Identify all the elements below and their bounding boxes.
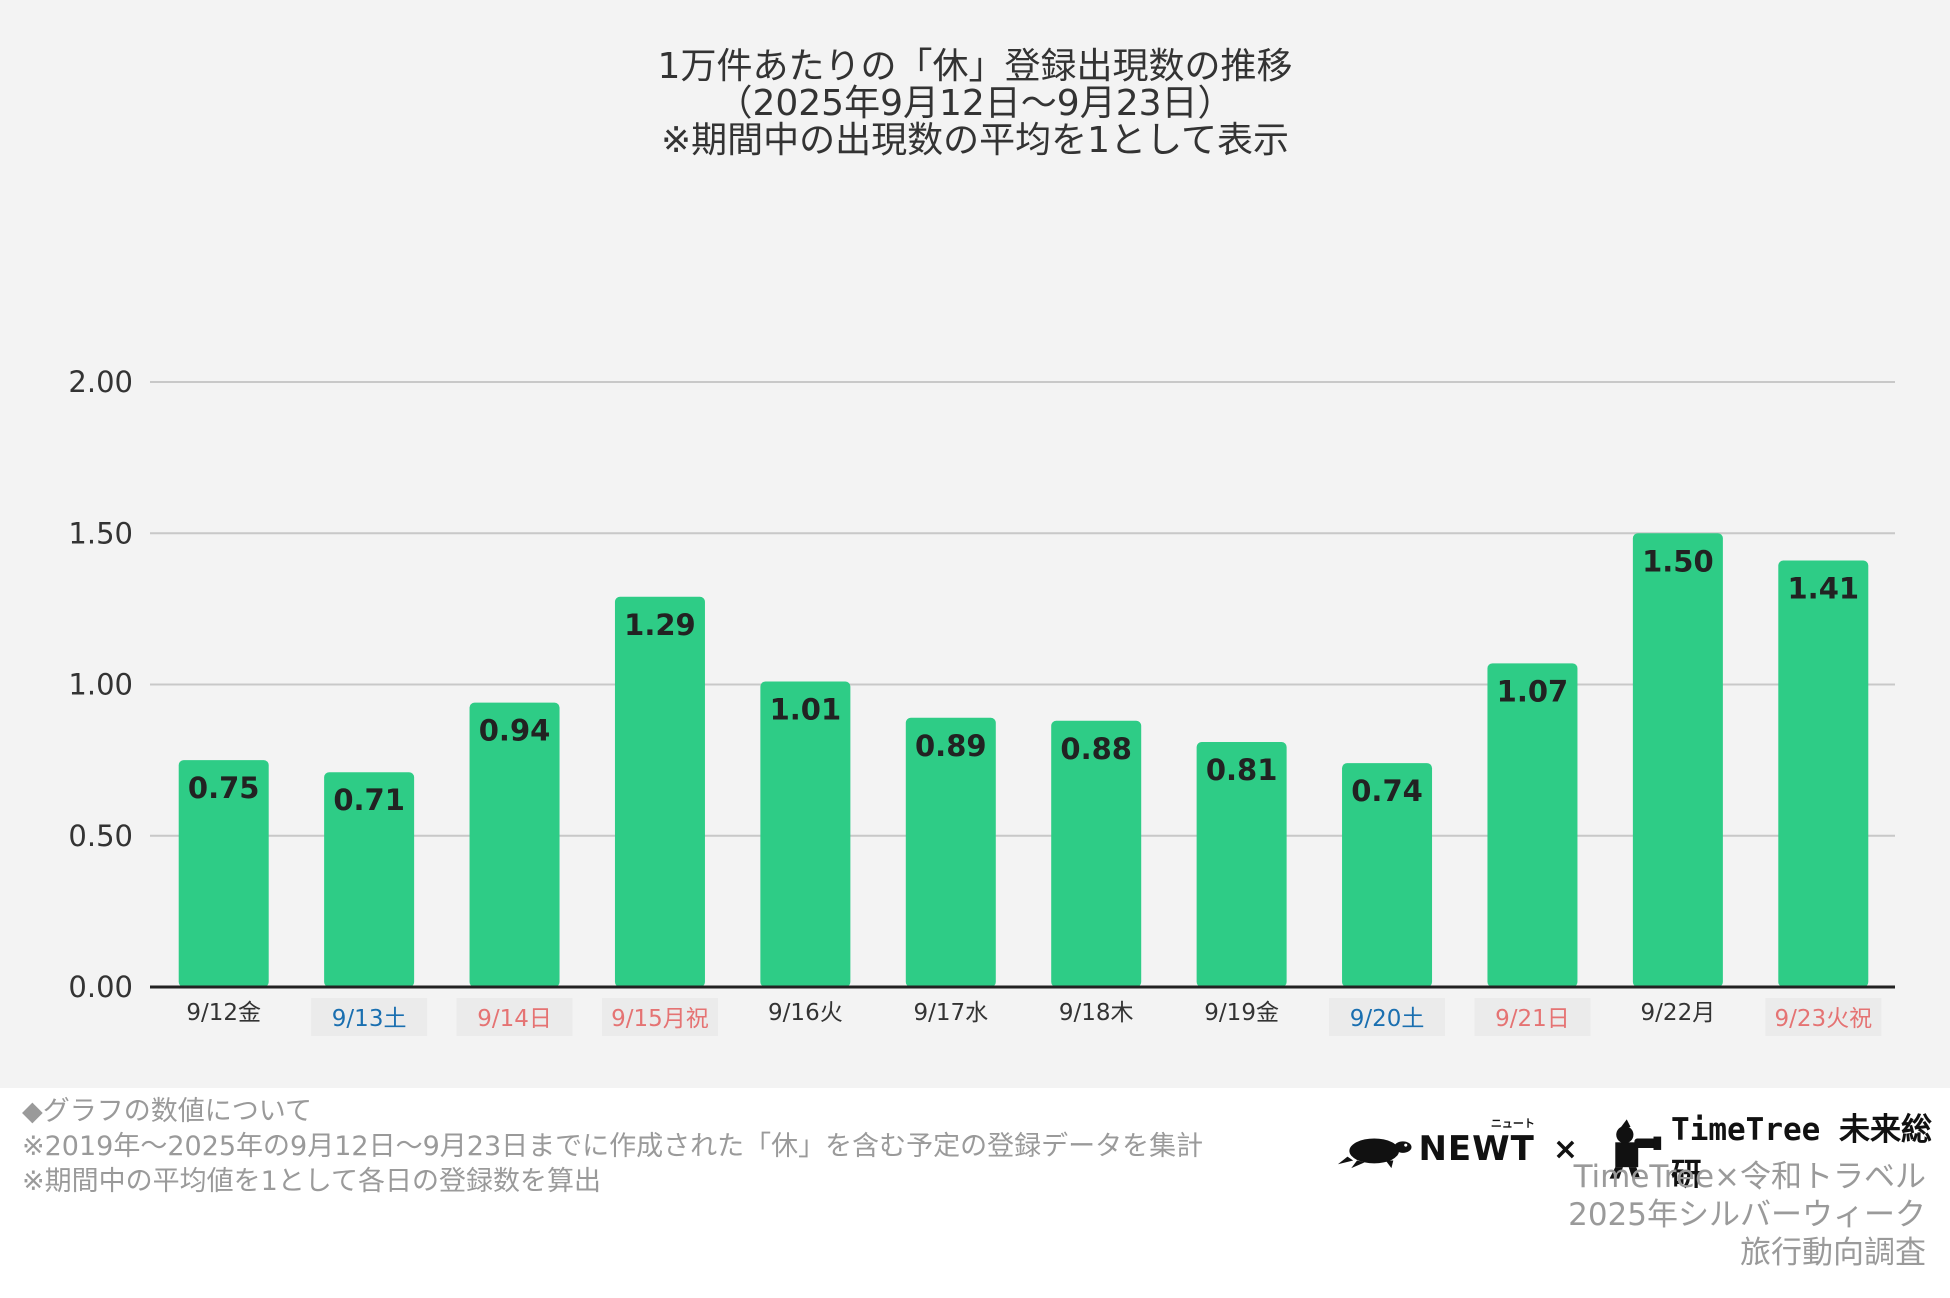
credit-line-2: 2025年シルバーウィーク (1568, 1197, 1926, 1233)
title-line-1: 1万件あたりの「休」登録出現数の推移 (657, 46, 1293, 87)
title-line-3: ※期間中の出現数の平均を1として表示 (661, 120, 1289, 161)
bar-value-label: 0.81 (1206, 753, 1278, 787)
y-tick-label: 0.50 (68, 819, 133, 853)
newt-small-label: ニュート (1490, 1117, 1535, 1130)
bar (905, 717, 996, 987)
x-tick-highlight (1765, 998, 1882, 1036)
x-tick-label: 9/20土 (1350, 1006, 1425, 1032)
bar (1051, 720, 1142, 987)
chart-title: 1万件あたりの「休」登録出現数の推移 （2025年9月12日〜9月23日） ※期… (0, 48, 1950, 159)
bar (1342, 763, 1433, 987)
bar (178, 760, 269, 987)
bar-value-label: 1.07 (1497, 674, 1569, 708)
credit-line-1: TimeTree×令和トラベル (1573, 1159, 1926, 1195)
logo-row: ニュート NEWT × TimeTree 未来総研 (1336, 1104, 1950, 1194)
bar (469, 702, 560, 987)
footnote-heading: ◆グラフの数値について (22, 1096, 312, 1127)
x-tick-label: 9/15月祝 (611, 1006, 709, 1032)
bar (1196, 741, 1287, 987)
bar-value-label: 0.94 (479, 714, 551, 748)
bar (1487, 663, 1578, 987)
footnote-line-2: ※期間中の平均値を1として各日の登録数を算出 (22, 1166, 601, 1197)
bar-value-label: 0.88 (1060, 732, 1132, 766)
bar-value-label: 0.71 (333, 783, 405, 817)
bar (614, 596, 705, 987)
bar (1778, 560, 1869, 987)
bar-chart: 0.00 0.50 1.00 1.50 2.00 0.75 9/12金 0.71 9/13土 0.… (68, 365, 1895, 1036)
x-tick-label: 9/19金 (1204, 1000, 1279, 1026)
turtle-icon (1337, 1138, 1412, 1169)
x-tick-label: 9/16火 (768, 1000, 843, 1026)
newt-label: NEWT (1418, 1129, 1535, 1169)
x-tick-label: 9/21日 (1495, 1006, 1570, 1032)
footnote: ◆グラフの数値について ※2019年〜2025年の9月12日〜9月23日までに作成… (22, 1094, 1203, 1199)
x-tick-label: 9/12金 (186, 1000, 261, 1026)
footnote-line-1: ※2019年〜2025年の9月12日〜9月23日までに作成された「休」を含む予定… (22, 1131, 1204, 1162)
x-tick-label: 9/22月 (1641, 1000, 1716, 1026)
y-tick-label: 1.00 (68, 668, 133, 702)
x-tick-highlight (311, 998, 428, 1036)
x-tick-highlight (1329, 998, 1446, 1036)
title-line-2: （2025年9月12日〜9月23日） (716, 83, 1234, 124)
tree-person-icon (1609, 1119, 1662, 1179)
x-tick-label: 9/23火祝 (1774, 1006, 1872, 1032)
bar (760, 681, 851, 987)
x-tick-label: 9/18木 (1059, 1000, 1134, 1026)
x-tick-highlight (601, 998, 718, 1036)
newt-logo: ニュート NEWT (1418, 1117, 1535, 1169)
x-tick-label: 9/14日 (477, 1006, 552, 1032)
x-tick-highlight (1474, 998, 1591, 1036)
x-tick-label: 9/13土 (332, 1006, 407, 1032)
credit: TimeTree×令和トラベル 2025年シルバーウィーク 旅行動向調査 (1568, 1158, 1926, 1272)
x-tick-label: 9/17水 (913, 1000, 988, 1026)
logo-cross: × (1552, 1131, 1578, 1167)
timetree-logo-label: TimeTree 未来総研 (1671, 1112, 1933, 1193)
bar (324, 772, 415, 987)
y-tick-label: 2.00 (68, 365, 133, 399)
y-tick-label: 1.50 (68, 516, 133, 550)
bar-value-label: 1.50 (1642, 544, 1714, 578)
bar-value-label: 1.29 (624, 608, 696, 642)
y-tick-label: 0.00 (68, 970, 133, 1004)
bar-value-label: 0.74 (1351, 774, 1423, 808)
x-tick-highlight (456, 998, 573, 1036)
bar-value-label: 0.89 (915, 729, 987, 763)
bar (1632, 533, 1723, 987)
credit-line-3: 旅行動向調査 (1740, 1235, 1926, 1271)
bar-value-label: 1.41 (1788, 571, 1860, 605)
bar-value-label: 1.01 (770, 692, 842, 726)
bar-value-label: 0.75 (188, 771, 260, 805)
